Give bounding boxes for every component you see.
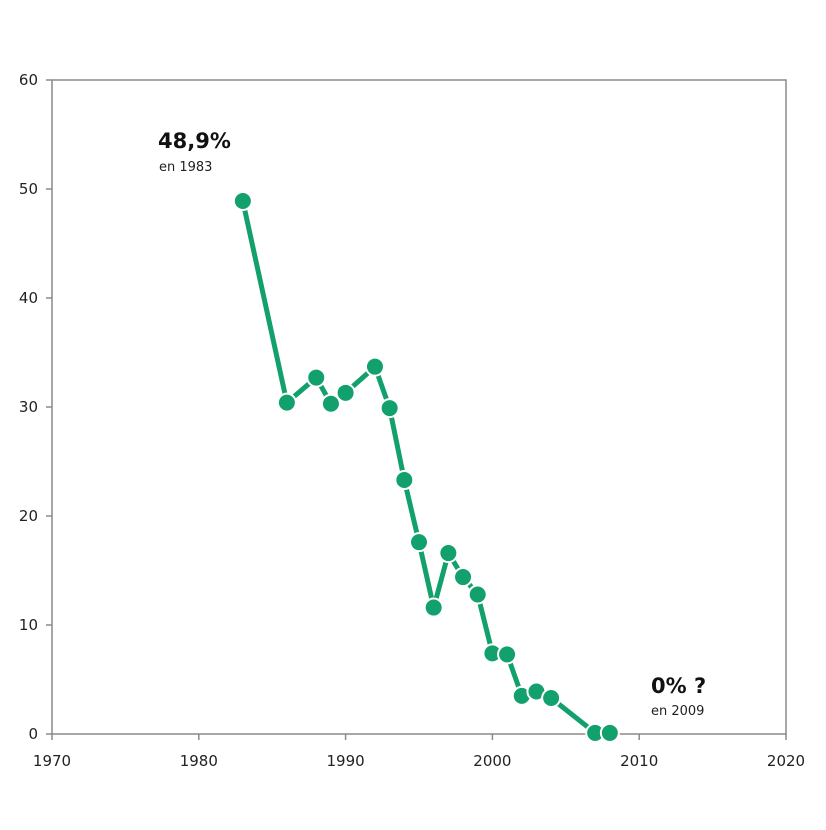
y-tick-label: 50 — [19, 180, 38, 198]
data-point — [335, 382, 356, 403]
series-line — [240, 198, 613, 736]
y-tick-label: 60 — [19, 71, 38, 89]
x-tick-label: 1980 — [180, 752, 218, 770]
data-point — [467, 584, 488, 605]
annotation-end-value: 0% ? — [651, 674, 706, 698]
data-point — [394, 470, 415, 491]
data-point — [379, 398, 400, 419]
data-point — [423, 597, 444, 618]
axes: 0 10 20 30 40 50 60 1970 1980 1990 2000 2010 2020 — [19, 71, 805, 770]
y-tick-label: 10 — [19, 616, 38, 634]
y-axis-ticks: 0 10 20 30 40 50 60 — [19, 71, 52, 743]
y-tick-label: 40 — [19, 289, 38, 307]
data-point — [306, 367, 327, 388]
x-tick-label: 1970 — [33, 752, 71, 770]
y-tick-label: 20 — [19, 507, 38, 525]
annotation-end-note: en 2009 — [651, 704, 704, 719]
plot-frame — [51, 79, 787, 735]
data-point — [276, 392, 297, 413]
data-point — [232, 190, 253, 211]
x-tick-label: 2010 — [620, 752, 658, 770]
data-point — [541, 688, 562, 709]
data-point — [438, 543, 459, 564]
y-tick-label: 0 — [28, 725, 38, 743]
data-point — [320, 393, 341, 414]
data-point — [599, 722, 620, 743]
x-tick-label: 2000 — [473, 752, 511, 770]
annotations: 48,9% en 1983 0% ? en 2009 — [158, 129, 706, 719]
x-axis-ticks: 1970 1980 1990 2000 2010 2020 — [33, 734, 805, 770]
x-tick-label: 2020 — [767, 752, 805, 770]
data-point — [364, 356, 385, 377]
data-point — [453, 567, 474, 588]
data-point — [497, 644, 518, 665]
annotation-start-note: en 1983 — [159, 160, 212, 175]
data-point — [409, 532, 429, 553]
y-tick-label: 30 — [19, 398, 38, 416]
x-tick-label: 1990 — [327, 752, 365, 770]
annotation-start-value: 48,9% — [158, 129, 231, 153]
series-layer — [232, 190, 620, 743]
